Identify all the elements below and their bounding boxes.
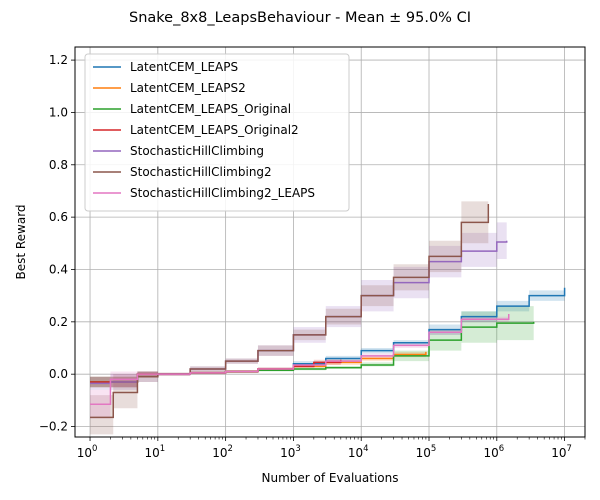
x-tick-label: 104: [348, 444, 369, 460]
x-tick-label: 102: [212, 444, 233, 460]
band-stochastichillclimbing: [90, 222, 507, 390]
chart-title: Snake_8x8_LeapsBehaviour - Mean ± 95.0% …: [129, 10, 471, 26]
legend-box: [84, 53, 350, 212]
x-tick-label: 105: [416, 444, 437, 460]
x-tick-label: 100: [77, 444, 98, 460]
x-axis-ticks: 100 101 102 103 104 105 106 107: [77, 437, 586, 460]
line-stochastichillclimbing2: [90, 204, 490, 419]
legend-entry-latentcem-leaps-original: LatentCEM_LEAPS_Original: [130, 102, 291, 116]
legend-entry-stochastichillclimbing2-leaps: StochasticHillClimbing2_LEAPS: [130, 186, 315, 200]
y-tick-label: 1.0: [49, 105, 68, 119]
legend-entry-stochastichillclimbing: StochasticHillClimbing: [130, 144, 264, 158]
line-stochastichillclimbing2-leaps: [90, 313, 510, 406]
y-tick-label: −0.2: [39, 420, 68, 434]
legend-entry-latentcem-leaps2: LatentCEM_LEAPS2: [130, 81, 246, 95]
y-tick-label: 0.6: [49, 210, 68, 224]
y-axis-ticks: −0.2 0.0 0.2 0.4 0.6 0.8 1.0 1.2: [39, 53, 75, 434]
y-tick-label: 0.0: [49, 367, 68, 381]
x-tick-label: 103: [280, 444, 301, 460]
plot-frame: [74, 46, 586, 438]
x-tick-label: 106: [483, 444, 504, 460]
x-axis-label: Number of Evaluations: [262, 471, 399, 485]
y-tick-label: 1.2: [49, 53, 68, 67]
series-lines: [90, 204, 566, 419]
x-tick-label: 101: [144, 444, 165, 460]
y-axis-label: Best Reward: [14, 204, 28, 279]
y-tick-label: 0.4: [49, 262, 68, 276]
legend-entry-latentcem-leaps: LatentCEM_LEAPS: [130, 60, 238, 74]
y-tick-label: 0.2: [49, 315, 68, 329]
x-tick-label: 107: [551, 444, 572, 460]
legend: LatentCEM_LEAPS LatentCEM_LEAPS2 LatentCEM…: [84, 53, 350, 212]
y-tick-label: 0.8: [49, 158, 68, 172]
legend-entry-latentcem-leaps-original2: LatentCEM_LEAPS_Original2: [130, 123, 299, 137]
legend-entry-stochastichillclimbing2: StochasticHillClimbing2: [130, 165, 272, 179]
